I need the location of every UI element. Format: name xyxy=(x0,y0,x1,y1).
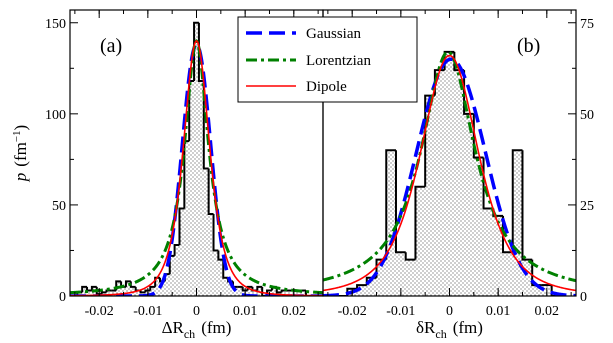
histogram-bin xyxy=(550,285,562,296)
histogram-bin xyxy=(90,285,97,291)
x-axis-label-sub: ch xyxy=(435,327,446,341)
histogram-bin xyxy=(100,291,107,295)
histogram-bin xyxy=(149,285,156,291)
plot-area xyxy=(70,21,323,296)
y-tick-label: 100 xyxy=(45,108,66,123)
x-axis-label-main: δR xyxy=(416,318,436,337)
y-tick-label: 75 xyxy=(580,17,594,32)
histogram-fill xyxy=(72,22,321,296)
histogram-bin xyxy=(217,250,224,261)
x-tick-label: -0.02 xyxy=(85,304,114,319)
histogram-bin xyxy=(511,149,523,253)
series-lorentzian-line xyxy=(323,50,576,283)
panel-label: (a) xyxy=(100,35,122,57)
y-axis-label: p (fm−1) xyxy=(11,125,30,182)
histogram-bin xyxy=(404,252,416,261)
x-tick-label: 0 xyxy=(193,304,200,319)
x-tick-label: -0.02 xyxy=(338,304,367,319)
histogram-bin xyxy=(246,285,253,291)
legend-label-lorentzian: Lorentzian xyxy=(306,53,371,69)
histogram-bin xyxy=(356,284,367,289)
histogram-bin xyxy=(124,280,131,287)
y-axis-label-sup: −1 xyxy=(11,130,23,142)
histogram-bin xyxy=(304,290,311,296)
histogram-bin xyxy=(81,285,88,293)
histogram-bin xyxy=(105,289,112,293)
x-tick-label: 0.02 xyxy=(535,304,560,319)
histogram-bin xyxy=(173,243,180,256)
histogram-bin xyxy=(178,207,185,245)
x-tick-label: 0.01 xyxy=(486,304,511,319)
legend-box xyxy=(237,16,418,103)
x-tick-label: -0.01 xyxy=(133,304,162,319)
x-tick-label: 0.01 xyxy=(233,304,258,319)
x-axis-label-main: ΔR xyxy=(162,318,185,337)
histogram-bin xyxy=(197,22,204,83)
y-tick-label: 50 xyxy=(580,108,594,123)
x-tick-label: 0.02 xyxy=(282,304,307,319)
histogram-bin xyxy=(394,150,406,254)
histogram-bin xyxy=(193,21,199,82)
histogram-bin xyxy=(154,276,161,287)
series-dipole-line xyxy=(70,40,323,296)
histogram-bin xyxy=(207,168,214,216)
x-axis-label-unit: (fm) xyxy=(201,318,231,337)
y-axis-label-close: ) xyxy=(11,125,30,131)
y-tick-label: 50 xyxy=(52,199,66,214)
histogram-bin xyxy=(212,214,219,252)
legend-label-dipole: Dipole xyxy=(306,79,347,95)
histogram-bin xyxy=(266,289,272,296)
legend: Gaussian Lorentzian Dipole xyxy=(237,16,418,103)
panel-label: (b) xyxy=(517,35,540,57)
histogram-bin xyxy=(256,285,263,291)
histogram-bin xyxy=(241,286,248,292)
x-tick-label: 0 xyxy=(446,304,453,319)
x-axis-label-sub: ch xyxy=(184,327,195,341)
plot-area xyxy=(323,50,576,296)
y-axis-label-unit: (fm xyxy=(11,142,30,167)
histogram-bin xyxy=(144,289,151,293)
x-axis-label-unit: (fm) xyxy=(453,318,483,337)
histogram-bin xyxy=(222,259,229,279)
panel-b: -0.02 -0.01 0 0.01 0.02 0 25 50 75 (b) δRch (fm) xyxy=(322,9,594,341)
histogram-bin xyxy=(261,286,268,296)
x-tick-label: -0.01 xyxy=(386,304,415,319)
y-axis-label-main: p xyxy=(11,173,30,183)
y-tick-label: 150 xyxy=(45,17,66,32)
y-tick-label: 0 xyxy=(580,290,587,305)
histogram-bin xyxy=(202,81,209,170)
series-gaussian-line xyxy=(323,57,576,296)
x-axis-label: δRch (fm) xyxy=(416,318,483,341)
histogram-bin xyxy=(502,215,513,254)
histogram-bin xyxy=(414,185,426,260)
legend-label-gaussian: Gaussian xyxy=(306,26,361,42)
x-axis-label: ΔRch (fm) xyxy=(162,318,232,341)
histogram-bin xyxy=(139,290,146,294)
histogram-bin xyxy=(521,150,533,261)
y-tick-label: 0 xyxy=(59,290,66,305)
series-dipole-line xyxy=(323,54,576,292)
y-tick-label: 25 xyxy=(580,199,594,214)
histogram-bin xyxy=(385,149,396,260)
